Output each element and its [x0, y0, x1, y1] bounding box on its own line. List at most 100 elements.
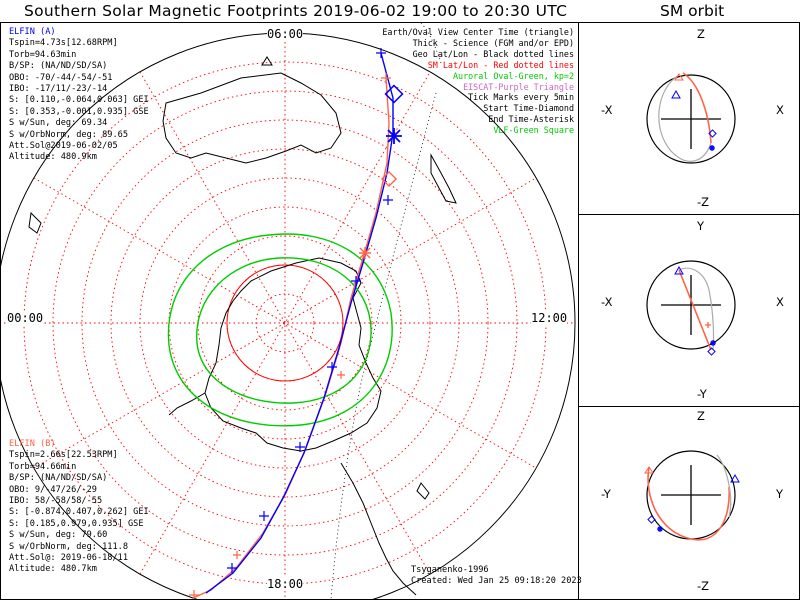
- earth-circle: [646, 260, 736, 350]
- axis-label-left: -X: [601, 295, 613, 309]
- axis-label-right: X: [776, 103, 784, 117]
- sm-orbit-xz-panel: Z -Z -X X: [578, 22, 800, 215]
- islands-coastline: [28, 211, 430, 500]
- elfin-a-end-asterisk: [386, 128, 402, 144]
- start-diamond: [707, 347, 716, 356]
- australia-coastline: [162, 72, 342, 164]
- legend-entry: Start Time-Diamond: [483, 103, 574, 114]
- elfin-b-line: S w/Sun, deg: 79.60: [9, 530, 108, 541]
- south-america-coastline: [340, 462, 417, 596]
- axis-label-bottom: -Z: [697, 579, 710, 593]
- elfin-b-line: Tspin=2.66s[22.53RPM]: [9, 450, 118, 461]
- elfin-b-start-diamond: [380, 170, 398, 188]
- sm-orbit-xz-plot: [646, 72, 736, 164]
- start-diamond: [708, 129, 717, 138]
- elfin-a-line: S w/Sun, deg: 69.34: [9, 118, 108, 129]
- new-zealand-coastline: [430, 153, 457, 204]
- elfin-a-line: S: [0.353,-0.001,0.935] GSE: [9, 106, 149, 117]
- elfin-a-line: Altitude: 480.9km: [9, 152, 97, 163]
- elfin-b-line: B/SP: (NA/ND/SD/SA): [9, 473, 108, 484]
- orbit-path-gray: [716, 454, 732, 518]
- sm-pole-circle: [226, 264, 344, 382]
- antarctic-peninsula: [168, 392, 206, 416]
- model-label: Tsyganenko-1996: [411, 565, 489, 575]
- elfin-a-name: ELFIN (A): [9, 27, 56, 37]
- elfin-a-line: Att.Sol@2019-06-02/05: [9, 141, 118, 152]
- axis-label-bottom: -Z: [697, 195, 710, 209]
- sm-orbit-xy-panel: Y -Y -X X: [578, 214, 800, 407]
- elfin-b-line: S w/OrbNorm, deg: 111.8: [9, 541, 128, 552]
- elfin-a-triangle: [671, 89, 681, 99]
- elfin-b-name: ELFIN (B): [9, 439, 56, 449]
- time-label-top: 06:00: [267, 27, 304, 41]
- time-label-left: 00:00: [7, 311, 44, 325]
- orbit-path-gray: [678, 267, 715, 351]
- elfin-b-orbit: [682, 72, 712, 144]
- sm-orbit-title: SM orbit: [660, 2, 725, 20]
- end-asterisk: [709, 145, 715, 151]
- axis-label-left: -X: [601, 103, 613, 117]
- orbit-path-gray: [658, 74, 712, 162]
- auroral-oval-outer: [167, 233, 393, 427]
- legend-entry: End Time-Asterisk: [488, 114, 574, 125]
- axis-label-bottom: -Y: [697, 387, 707, 401]
- elfin-a-line: S w/OrbNorm, deg: 89.65: [9, 129, 128, 140]
- elfin-b-end-asterisk: [359, 247, 371, 259]
- elfin-a-triangle: [730, 473, 740, 483]
- elfin-a-track: [205, 52, 394, 594]
- elfin-a-info: ELFIN (A) Tspin=4.73s[12.68RPM] Torb=94.…: [9, 27, 149, 164]
- created-label: Created: Wed Jan 25 09:18:20 2023: [411, 576, 582, 587]
- legend-entry: Tick Marks every 5min: [468, 92, 574, 103]
- earth-circle: [646, 74, 736, 164]
- elfin-a-start-diamond: [384, 84, 404, 104]
- elfin-a-ticks: [227, 48, 393, 573]
- axis-label-right: X: [776, 295, 784, 309]
- axis-label-top: Y: [697, 219, 705, 233]
- start-diamond: [647, 515, 656, 524]
- footprint-map: [1, 23, 576, 599]
- elfin-b-line: Altitude: 480.7km: [9, 564, 97, 575]
- elfin-a-line: Torb=94.63min: [9, 49, 77, 60]
- axis-label-right: Y: [776, 487, 784, 501]
- elfin-b-line: S: [0.185,0.979,0.935] GSE: [9, 518, 144, 529]
- axis-label-top: Z: [697, 409, 705, 423]
- legend-entry: SM Lat/Lon - Red dotted lines: [427, 59, 574, 70]
- elfin-a-triangle: [674, 265, 684, 275]
- elfin-a-line: S: [0.110,-0.064,0.063] GEI: [9, 95, 149, 106]
- elfin-b-line: OBO: 9/-47/26/-29: [9, 484, 97, 495]
- sm-orbit-yz-plot: [644, 450, 740, 541]
- time-label-right: 12:00: [531, 311, 568, 325]
- page-title: Southern Solar Magnetic Footprints 2019-…: [24, 2, 568, 20]
- view-center-triangle: [261, 56, 273, 66]
- antarctica-coastline: [204, 257, 382, 452]
- elfin-a-line: Tspin=4.73s[12.68RPM]: [9, 38, 118, 49]
- elfin-b-triangle: [644, 466, 654, 474]
- geo-lat-lines: [330, 23, 442, 599]
- legend: Earth/Oval View Center Time (triangle) T…: [382, 27, 574, 136]
- elfin-b-line: IBO: 58/-58/58/-55: [9, 496, 103, 507]
- elfin-b-line: Att.Sol@: 2019-06-18/11: [9, 553, 128, 564]
- legend-entry: EISCAT-Purple Triangle: [463, 81, 574, 92]
- elfin-b-line: S: [-0.874,0.407,0.262] GEI: [9, 507, 149, 518]
- legend-entry: Auroral Oval-Green, kp=2: [452, 70, 574, 81]
- elfin-b-ticks: [189, 73, 391, 599]
- legend-entry: Thick - Science (FGM and/or EPD): [412, 37, 574, 48]
- auroral-oval-inner: [196, 257, 372, 404]
- elfin-a-line: B/SP: (NA/ND/SD/SA): [9, 61, 108, 72]
- axis-label-top: Z: [697, 27, 705, 41]
- credits: Tsyganenko-1996 Created: Wed Jan 25 09:1…: [411, 565, 582, 588]
- elfin-b-end-asterisk: [705, 322, 711, 328]
- elfin-b-orbit: [647, 466, 730, 541]
- elfin-a-line: OBO: -70/-44/-54/-51: [9, 72, 113, 83]
- end-asterisk: [710, 340, 716, 346]
- elfin-b-orbit: [678, 269, 712, 351]
- legend-entry: Earth/Oval View Center Time (triangle): [382, 27, 574, 37]
- elfin-b-line: Torb=94.66min: [9, 461, 77, 472]
- elfin-b-info: ELFIN (B) Tspin=2.66s[22.53RPM] Torb=94.…: [9, 439, 149, 576]
- sm-orbit-yz-panel: Z -Z -Y Y: [578, 406, 800, 600]
- end-asterisk: [657, 526, 663, 532]
- legend-entry: Geo Lat/Lon - Black dotted lines: [412, 48, 574, 59]
- legend-entry: VLF-Green Square: [493, 125, 574, 136]
- elfin-a-line: IBO: -17/11/-23/-14: [9, 84, 108, 95]
- time-label-bottom: 18:00: [267, 577, 304, 591]
